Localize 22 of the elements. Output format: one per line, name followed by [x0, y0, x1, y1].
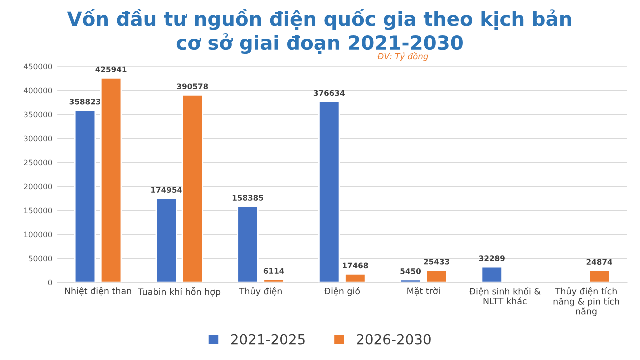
bar — [400, 279, 422, 283]
bar — [588, 270, 610, 283]
bar — [100, 77, 122, 283]
x-tick-label: Thủy điện — [239, 287, 282, 296]
bar — [318, 101, 340, 283]
bar — [156, 198, 178, 283]
legend-label: 2021-2025 — [231, 334, 305, 345]
x-tick-label: Thủy điện tích năng & pin tích năng — [554, 287, 620, 316]
bar — [426, 270, 448, 283]
bar — [344, 274, 366, 283]
x-tick-label: Tuabin khí hỗn hợp — [138, 287, 221, 297]
x-tick-label: Điện sinh khối & NLTT khác — [469, 287, 541, 305]
x-tick-label: Mặt trời — [408, 287, 440, 296]
bar — [237, 206, 259, 283]
x-tick-label: Nhiệt điện than — [65, 287, 132, 296]
bar — [263, 278, 285, 283]
legend-label: 2026-2030 — [357, 334, 431, 345]
bar — [481, 266, 503, 283]
x-tick-label: Điện gió — [324, 287, 360, 296]
chart-subtitle: ĐV: Tỷ đồng — [378, 52, 428, 62]
bar — [182, 94, 204, 283]
bar — [74, 110, 96, 283]
